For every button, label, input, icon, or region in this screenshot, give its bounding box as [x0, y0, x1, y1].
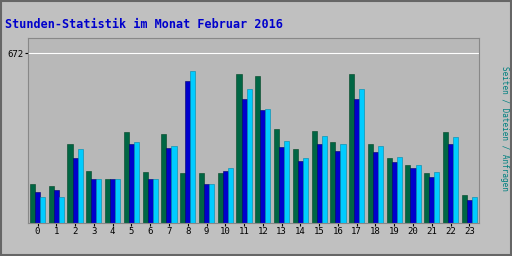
- Bar: [59, 197, 64, 223]
- Text: Seiten / Dateien / Anfragen: Seiten / Dateien / Anfragen: [500, 66, 509, 190]
- Bar: [279, 147, 284, 223]
- Bar: [110, 178, 115, 223]
- Bar: [293, 150, 298, 223]
- Bar: [204, 184, 209, 223]
- Bar: [68, 144, 73, 223]
- Bar: [411, 168, 416, 223]
- Bar: [429, 177, 434, 223]
- Bar: [228, 168, 233, 223]
- Bar: [255, 76, 260, 223]
- Bar: [30, 184, 35, 223]
- Bar: [172, 146, 177, 223]
- Bar: [218, 174, 223, 223]
- Bar: [434, 172, 439, 223]
- Bar: [153, 178, 158, 223]
- Bar: [330, 142, 335, 223]
- Bar: [265, 109, 270, 223]
- Bar: [387, 158, 392, 223]
- Bar: [166, 148, 172, 223]
- Bar: [247, 89, 252, 223]
- Bar: [340, 144, 346, 223]
- Bar: [462, 195, 467, 223]
- Bar: [378, 146, 383, 223]
- Bar: [349, 74, 354, 223]
- Bar: [91, 178, 96, 223]
- Bar: [242, 99, 247, 223]
- Bar: [406, 165, 411, 223]
- Bar: [161, 134, 166, 223]
- Bar: [416, 165, 421, 223]
- Bar: [86, 171, 91, 223]
- Bar: [54, 190, 59, 223]
- Bar: [397, 157, 402, 223]
- Bar: [73, 158, 78, 223]
- Bar: [209, 184, 214, 223]
- Bar: [443, 132, 448, 223]
- Bar: [373, 152, 378, 223]
- Bar: [311, 131, 316, 223]
- Bar: [190, 71, 196, 223]
- Bar: [147, 178, 153, 223]
- Bar: [142, 172, 147, 223]
- Bar: [368, 144, 373, 223]
- Bar: [322, 136, 327, 223]
- Bar: [115, 178, 120, 223]
- Bar: [453, 137, 458, 223]
- Bar: [105, 178, 110, 223]
- Bar: [185, 81, 190, 223]
- Bar: [472, 197, 477, 223]
- Bar: [134, 142, 139, 223]
- Bar: [96, 178, 101, 223]
- Bar: [448, 144, 453, 223]
- Bar: [316, 144, 322, 223]
- Bar: [335, 151, 340, 223]
- Bar: [298, 161, 303, 223]
- Bar: [392, 162, 397, 223]
- Bar: [303, 158, 308, 223]
- Bar: [223, 171, 228, 223]
- Bar: [237, 74, 242, 223]
- Bar: [49, 186, 54, 223]
- Bar: [274, 129, 279, 223]
- Bar: [199, 174, 204, 223]
- Bar: [129, 144, 134, 223]
- Bar: [35, 193, 40, 223]
- Text: Stunden-Statistik im Monat Februar 2016: Stunden-Statistik im Monat Februar 2016: [5, 18, 283, 31]
- Bar: [180, 174, 185, 223]
- Bar: [359, 89, 365, 223]
- Bar: [424, 174, 429, 223]
- Bar: [78, 150, 83, 223]
- Bar: [260, 110, 265, 223]
- Bar: [40, 197, 45, 223]
- Bar: [354, 99, 359, 223]
- Bar: [467, 200, 472, 223]
- Bar: [284, 141, 289, 223]
- Bar: [124, 132, 129, 223]
